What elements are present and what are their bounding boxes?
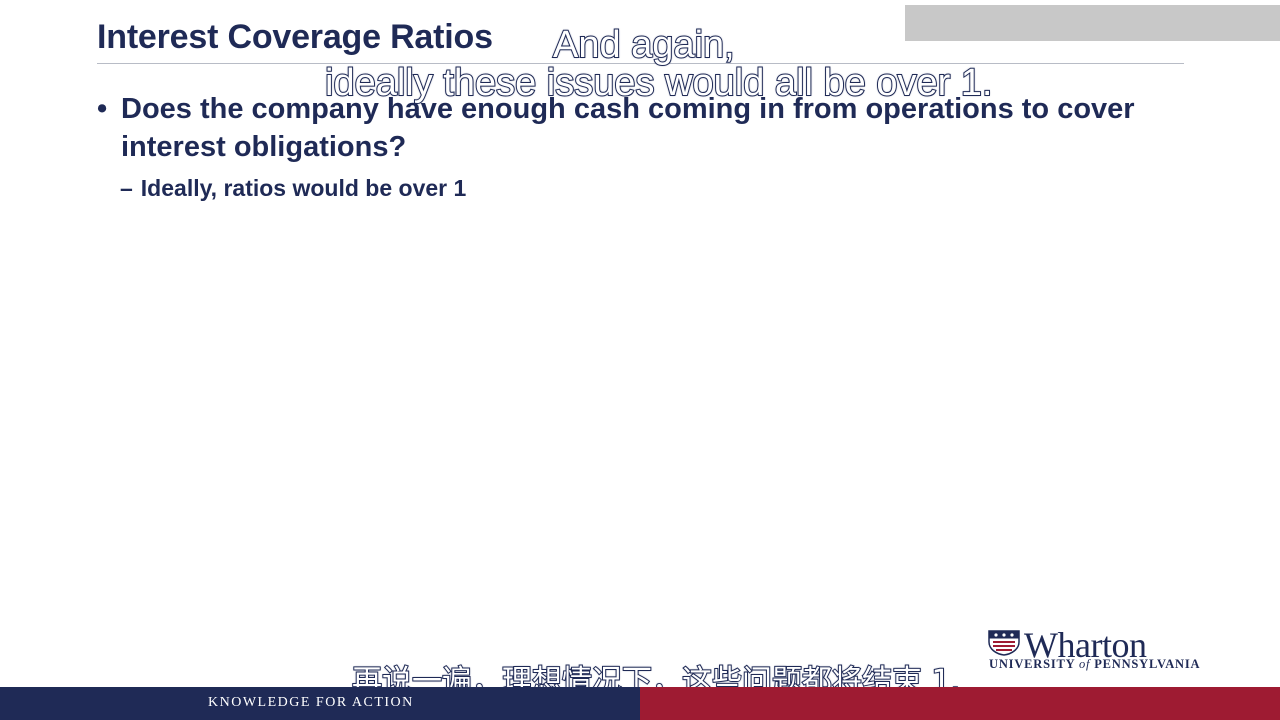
logo-wordmark: Wharton [1024,625,1147,665]
logo-university-prefix: UNIVERSITY [989,657,1079,671]
logo-university: UNIVERSITY of PENNSYLVANIA [989,657,1200,672]
sub-bullet-marker: – [120,175,133,201]
footer-bar-crimson [640,687,1280,720]
footer-tagline: KNOWLEDGE FOR ACTION [208,695,414,710]
bullet-text: Does the company have enough cash coming… [121,93,1135,163]
slide-title: Interest Coverage Ratios [97,18,493,56]
wharton-logo: Wharton UNIVERSITY of PENNSYLVANIA [988,625,1200,674]
logo-university-suffix: PENNSYLVANIA [1090,657,1201,671]
footer-bar-navy [0,687,640,720]
sub-bullet-text: Ideally, ratios would be over 1 [140,175,467,201]
bullet-item: • Does the company have enough cash comi… [97,90,1167,166]
subtitle-english-line-1: And again, [552,23,736,67]
sub-bullet-item: – Ideally, ratios would be over 1 [120,175,466,202]
penn-shield-icon [988,630,1020,656]
subtitle-english-line-2: ideally these issues would all be over 1… [324,61,993,105]
overlay-box [905,5,1280,41]
logo-university-of: of [1078,657,1091,671]
bullet-marker: • [97,93,108,125]
title-divider [97,63,1184,64]
